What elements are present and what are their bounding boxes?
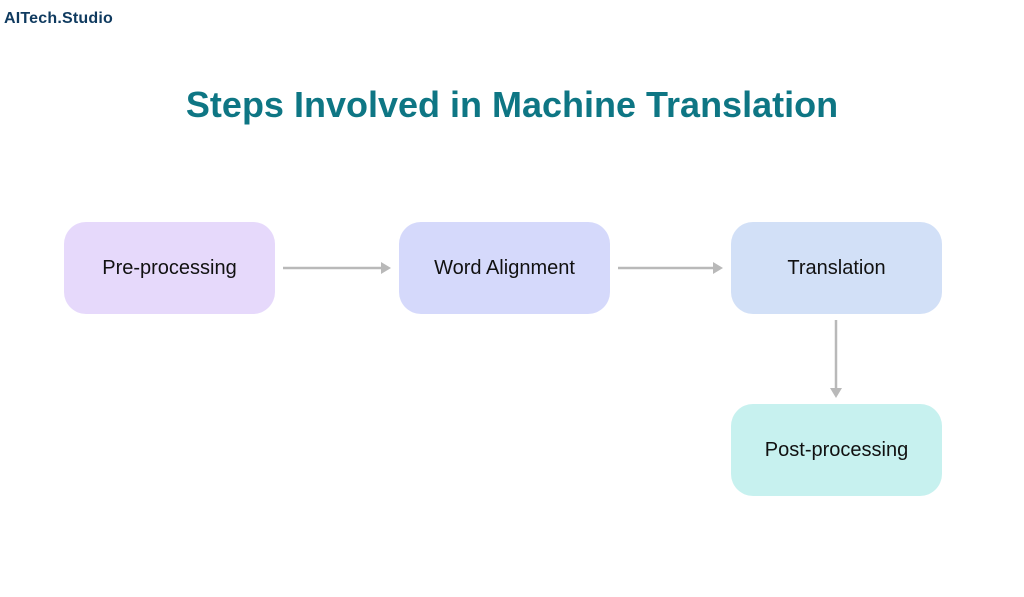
- flow-node-post-processing: Post-processing: [731, 404, 942, 496]
- diagram-title: Steps Involved in Machine Translation: [0, 84, 1024, 126]
- brand-logo-text: AITech.Studio: [4, 10, 113, 28]
- flow-node-label: Post-processing: [765, 439, 908, 462]
- flow-node-label: Word Alignment: [434, 257, 575, 280]
- diagram-canvas: AITech.Studio Steps Involved in Machine …: [0, 0, 1024, 597]
- flow-arrow-icon: [822, 320, 850, 398]
- flow-node-label: Pre-processing: [102, 257, 237, 280]
- flow-node-pre-processing: Pre-processing: [64, 222, 275, 314]
- flow-node-word-alignment: Word Alignment: [399, 222, 610, 314]
- flow-arrow-icon: [618, 254, 723, 282]
- flow-arrow-icon: [283, 254, 391, 282]
- flow-node-translation: Translation: [731, 222, 942, 314]
- flow-node-label: Translation: [787, 257, 885, 280]
